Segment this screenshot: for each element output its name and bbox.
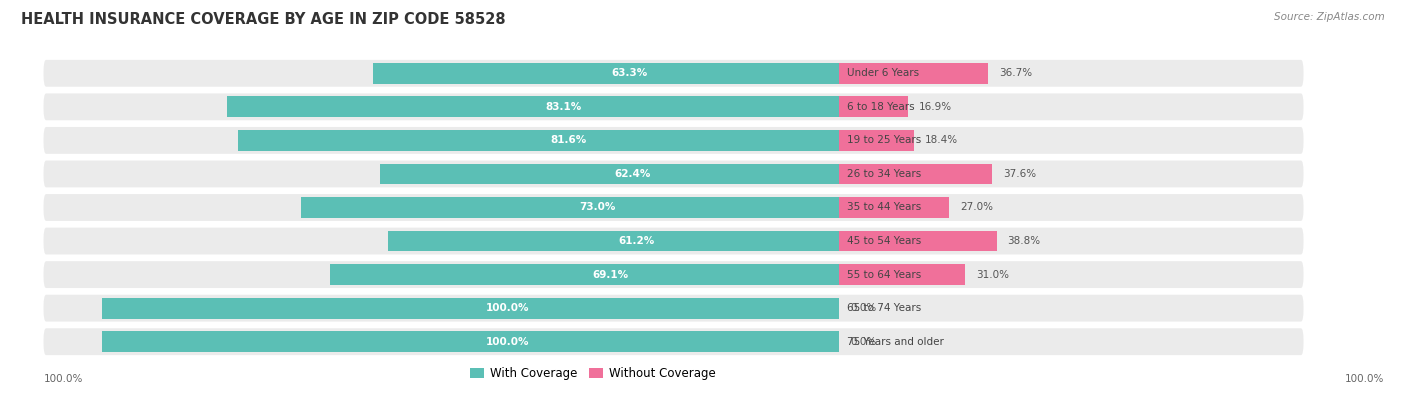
Bar: [839, 96, 908, 117]
Text: Source: ZipAtlas.com: Source: ZipAtlas.com: [1274, 12, 1385, 22]
Text: 100.0%: 100.0%: [486, 303, 530, 313]
Text: 19 to 25 Years: 19 to 25 Years: [846, 135, 921, 145]
Bar: [380, 164, 839, 184]
Text: 16.9%: 16.9%: [920, 102, 952, 112]
Bar: [388, 231, 839, 251]
Bar: [373, 63, 839, 84]
FancyBboxPatch shape: [44, 127, 1303, 154]
Text: 81.6%: 81.6%: [551, 135, 586, 145]
Text: 75 Years and older: 75 Years and older: [846, 337, 943, 347]
Text: 0.0%: 0.0%: [851, 337, 876, 347]
Text: Under 6 Years: Under 6 Years: [846, 68, 918, 78]
Text: 31.0%: 31.0%: [976, 270, 1010, 280]
Text: 6 to 18 Years: 6 to 18 Years: [846, 102, 914, 112]
Bar: [839, 63, 988, 84]
Bar: [330, 264, 839, 285]
Text: 62.4%: 62.4%: [614, 169, 651, 179]
Text: 61.2%: 61.2%: [619, 236, 655, 246]
Text: 69.1%: 69.1%: [592, 270, 628, 280]
Text: 26 to 34 Years: 26 to 34 Years: [846, 169, 921, 179]
FancyBboxPatch shape: [44, 295, 1303, 322]
Bar: [226, 96, 839, 117]
Text: 63.3%: 63.3%: [612, 68, 648, 78]
Text: 18.4%: 18.4%: [925, 135, 957, 145]
Text: 83.1%: 83.1%: [546, 102, 582, 112]
FancyBboxPatch shape: [44, 161, 1303, 187]
Text: 73.0%: 73.0%: [579, 203, 616, 212]
FancyBboxPatch shape: [44, 194, 1303, 221]
Bar: [238, 130, 839, 151]
FancyBboxPatch shape: [44, 261, 1303, 288]
FancyBboxPatch shape: [44, 228, 1303, 254]
Bar: [839, 264, 965, 285]
Text: 37.6%: 37.6%: [1002, 169, 1036, 179]
Text: 27.0%: 27.0%: [960, 203, 993, 212]
Text: 36.7%: 36.7%: [1000, 68, 1032, 78]
Text: 38.8%: 38.8%: [1008, 236, 1040, 246]
Text: 100.0%: 100.0%: [486, 337, 530, 347]
Bar: [839, 130, 914, 151]
Text: 100.0%: 100.0%: [1346, 374, 1385, 383]
FancyBboxPatch shape: [44, 60, 1303, 87]
Bar: [301, 197, 839, 218]
Bar: [103, 331, 839, 352]
Text: 65 to 74 Years: 65 to 74 Years: [846, 303, 921, 313]
Text: 45 to 54 Years: 45 to 54 Years: [846, 236, 921, 246]
FancyBboxPatch shape: [44, 93, 1303, 120]
Legend: With Coverage, Without Coverage: With Coverage, Without Coverage: [465, 362, 720, 385]
Bar: [839, 197, 949, 218]
Bar: [839, 231, 997, 251]
Text: 35 to 44 Years: 35 to 44 Years: [846, 203, 921, 212]
Text: 55 to 64 Years: 55 to 64 Years: [846, 270, 921, 280]
Bar: [839, 164, 991, 184]
Text: 100.0%: 100.0%: [44, 374, 83, 383]
Text: 0.0%: 0.0%: [851, 303, 876, 313]
FancyBboxPatch shape: [44, 328, 1303, 355]
Bar: [103, 298, 839, 319]
Text: HEALTH INSURANCE COVERAGE BY AGE IN ZIP CODE 58528: HEALTH INSURANCE COVERAGE BY AGE IN ZIP …: [21, 12, 506, 27]
